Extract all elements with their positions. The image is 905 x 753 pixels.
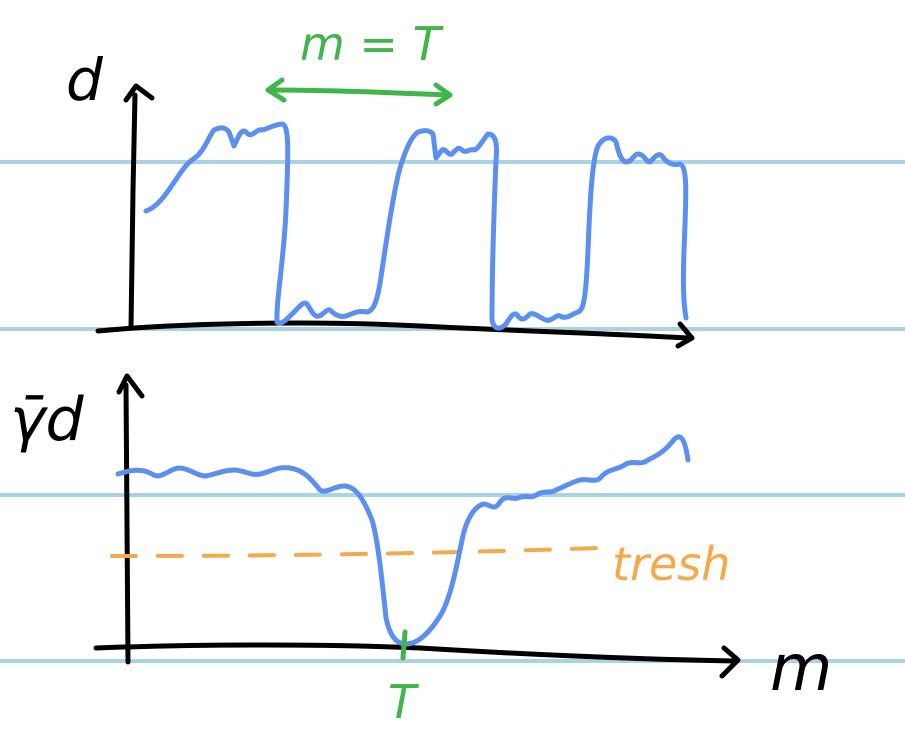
bottom-score-curve — [115, 434, 691, 647]
bottom-y-axis-label: γ̄d — [10, 385, 85, 455]
bottom-x-axis-arrowhead — [719, 645, 741, 679]
top-signal-curve — [143, 121, 689, 331]
bottom-y-axis-arrowhead — [116, 373, 145, 399]
top-x-axis — [95, 320, 691, 341]
bottom-x-axis-label: m — [770, 632, 832, 706]
bottom-y-axis — [123, 382, 131, 665]
minimum-tick — [400, 629, 408, 661]
period-arrowhead-right — [433, 82, 453, 107]
threshold-line — [110, 546, 602, 558]
top-y-axis-label: d — [66, 46, 104, 114]
period-label: m = T — [300, 17, 445, 71]
top-plot: d m = T — [66, 17, 695, 349]
bottom-plot: γ̄d m tresh T — [10, 373, 832, 729]
top-x-axis-arrowhead — [675, 321, 695, 349]
period-double-arrow — [267, 87, 451, 98]
threshold-label: tresh — [612, 537, 730, 591]
period-arrowhead-left — [265, 77, 287, 103]
bottom-x-axis — [93, 642, 738, 664]
top-y-axis — [128, 92, 138, 331]
minimum-marker-label: T — [388, 675, 420, 729]
top-y-axis-arrowhead — [123, 83, 155, 103]
